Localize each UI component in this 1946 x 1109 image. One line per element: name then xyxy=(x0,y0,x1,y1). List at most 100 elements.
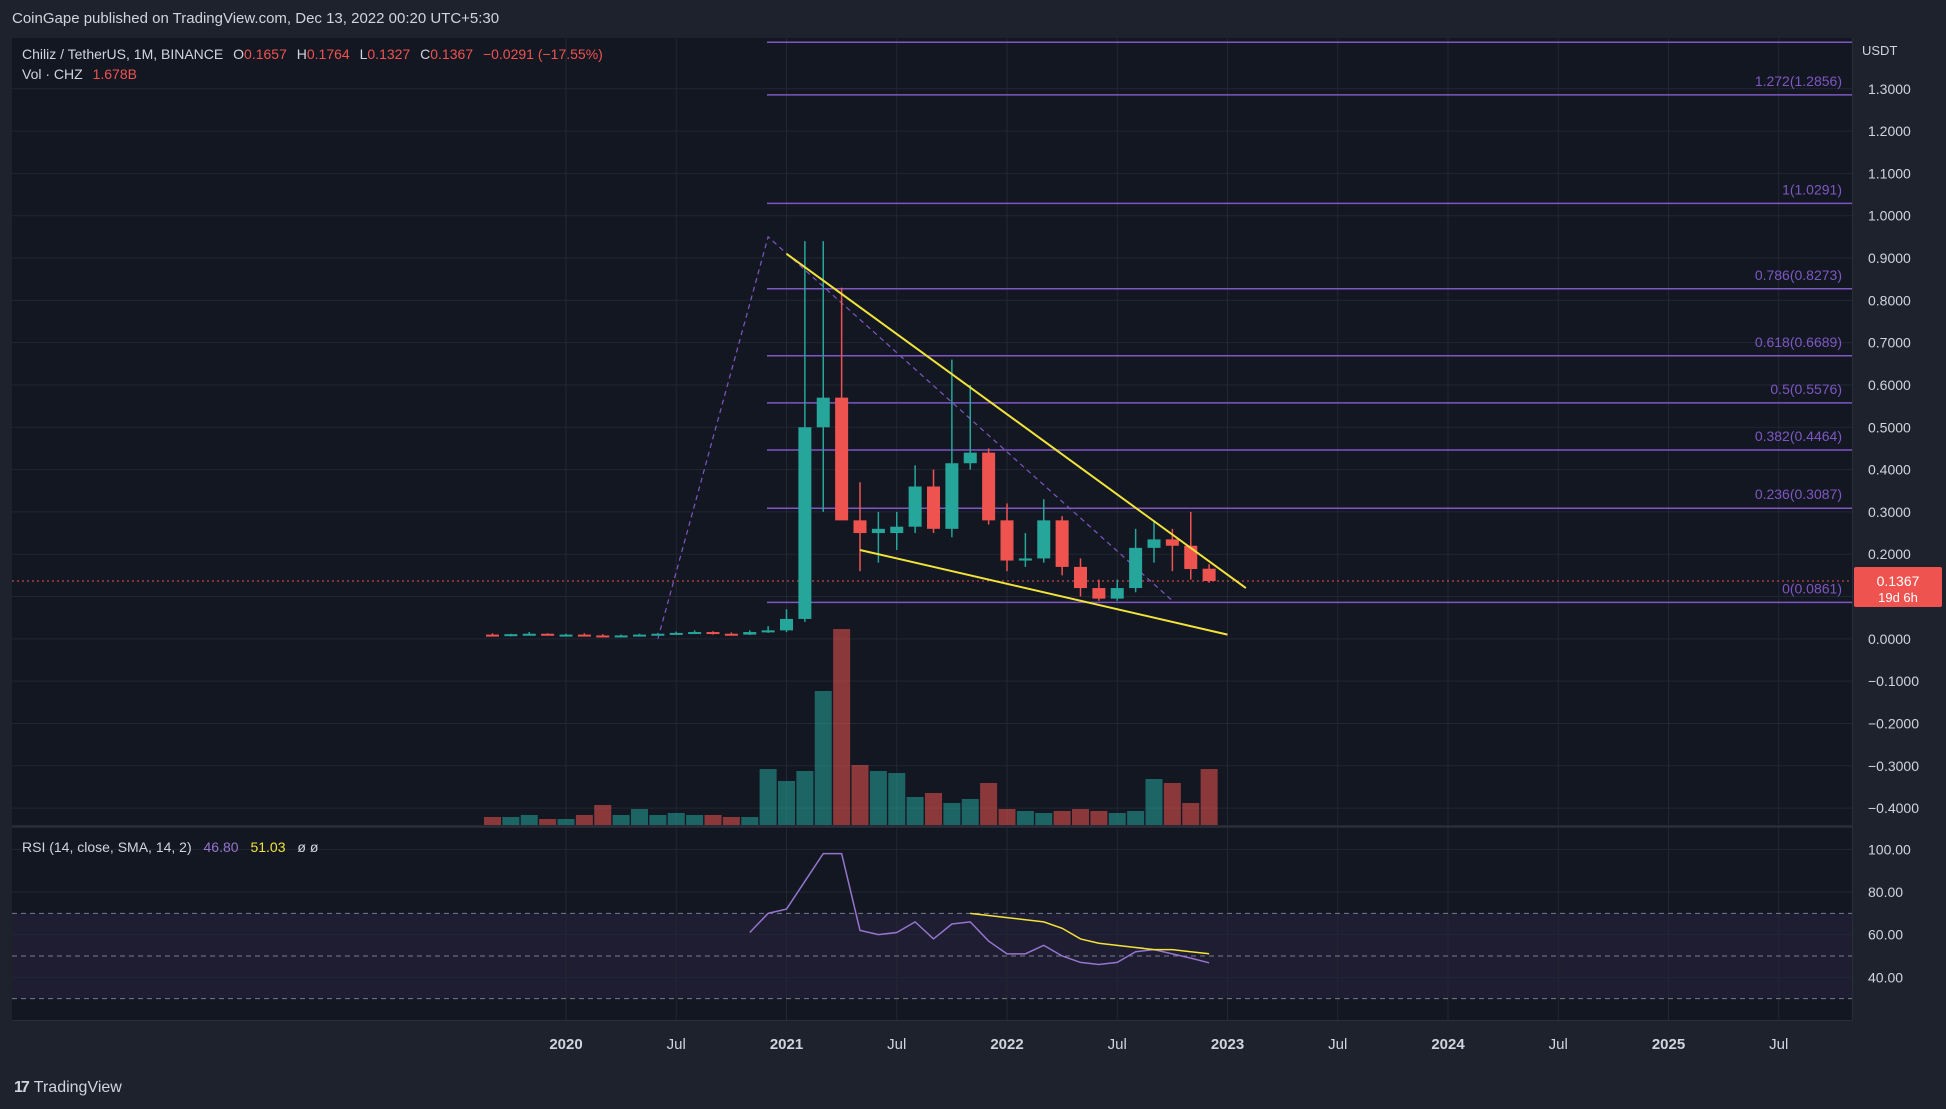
fib-level-label: 0.786(0.8273) xyxy=(1755,267,1842,283)
candle-body xyxy=(945,463,959,529)
candle-body xyxy=(761,630,775,633)
time-tick-label: 2022 xyxy=(990,1036,1023,1053)
time-tick-label: Jul xyxy=(887,1036,906,1053)
candle-body xyxy=(1202,568,1216,581)
volume-bar xyxy=(906,797,924,825)
volume-bar xyxy=(980,783,998,825)
candle-body xyxy=(853,520,867,534)
rsi-line xyxy=(749,852,1210,966)
volume-bar xyxy=(502,817,520,825)
candle-body xyxy=(1037,520,1051,559)
time-tick-label: 2024 xyxy=(1431,1036,1465,1053)
candle-body xyxy=(1092,588,1106,599)
candle-body xyxy=(633,634,646,637)
low-value: 0.1327 xyxy=(367,46,411,62)
fib-swing-line xyxy=(657,235,1173,639)
volume-bar xyxy=(594,805,612,825)
tradingview-logo[interactable]: 17 TradingView xyxy=(14,1079,122,1097)
candle-body xyxy=(596,635,610,638)
volume-bar xyxy=(759,769,777,825)
rsi-tick-label: 80.00 xyxy=(1868,884,1903,900)
rsi-tick-label: 60.00 xyxy=(1868,927,1903,943)
candle-body xyxy=(890,526,904,534)
candle-body xyxy=(541,633,555,636)
candle-body xyxy=(908,486,922,527)
volume-bar xyxy=(686,815,704,825)
rsi-sma-value: 51.03 xyxy=(250,839,286,855)
low-label: L xyxy=(359,46,368,62)
volume-bar xyxy=(1200,769,1218,825)
candle-body xyxy=(1165,539,1179,546)
price-tick-label: 0.2000 xyxy=(1868,546,1911,562)
time-tick-label: Jul xyxy=(1769,1036,1788,1053)
price-tick-label: 1.1000 xyxy=(1868,165,1911,181)
volume-bar xyxy=(833,629,851,825)
volume-value: 1.678B xyxy=(92,66,137,82)
price-tick-label: −0.2000 xyxy=(1868,715,1919,731)
volume-bar xyxy=(1016,811,1034,825)
close-label: C xyxy=(420,46,431,62)
time-tick-label: Jul xyxy=(1108,1036,1127,1053)
volume-bar xyxy=(631,809,648,825)
fib-level-label: 0.382(0.4464) xyxy=(1755,428,1842,444)
open-value: 0.1657 xyxy=(244,46,287,62)
volume-bar xyxy=(520,815,538,825)
candle-body xyxy=(927,486,940,529)
price-tick-label: 1.0000 xyxy=(1868,208,1911,224)
rsi-legend: RSI (14, close, SMA, 14, 2) 46.80 51.03 … xyxy=(22,839,318,855)
rsi-pane xyxy=(12,828,1852,1020)
volume-bar xyxy=(1163,783,1181,825)
price-badge-price: 0.1367 xyxy=(1877,573,1920,589)
open-label: O xyxy=(233,46,245,62)
rsi-sma-line xyxy=(970,912,1210,955)
close-value: 0.1367 xyxy=(430,46,474,62)
volume-bar xyxy=(484,817,501,825)
rsi-tick-label: 40.00 xyxy=(1868,969,1903,985)
currency-label: USDT xyxy=(1862,43,1897,58)
candle-body xyxy=(743,632,757,635)
volume-bar xyxy=(539,819,557,825)
time-tick-label: 2023 xyxy=(1211,1036,1244,1053)
rsi-tick-label: 100.00 xyxy=(1868,841,1911,857)
candle-body xyxy=(835,397,849,521)
price-tick-label: 0.6000 xyxy=(1868,377,1911,393)
volume-label[interactable]: Vol · CHZ xyxy=(22,66,83,82)
fib-level-label: 0.618(0.6689) xyxy=(1755,334,1842,350)
rsi-label[interactable]: RSI (14, close, SMA, 14, 2) xyxy=(22,839,192,855)
volume-bar xyxy=(1127,811,1145,825)
volume-bar xyxy=(851,765,869,825)
candle-body xyxy=(724,633,738,636)
fib-level-label: 0.5(0.5576) xyxy=(1770,381,1842,397)
candle-body xyxy=(688,632,702,635)
fib-level-label: 1(1.0291) xyxy=(1782,181,1842,197)
volume-bar xyxy=(998,809,1016,825)
candle-body xyxy=(982,452,996,521)
volume-bar xyxy=(1182,803,1200,825)
candle-body xyxy=(963,452,977,464)
price-tick-label: −0.4000 xyxy=(1868,800,1919,816)
time-tick-label: Jul xyxy=(1328,1036,1347,1053)
symbol-title[interactable]: Chiliz / TetherUS, 1M, BINANCE xyxy=(22,46,224,62)
volume-bar xyxy=(575,815,593,825)
candle-body xyxy=(816,397,830,428)
candle-body xyxy=(669,632,683,635)
candle-body xyxy=(1055,520,1069,567)
price-tick-label: 0.7000 xyxy=(1868,335,1911,351)
volume-bar xyxy=(1090,811,1108,825)
candle-body xyxy=(1147,539,1161,548)
high-value: 0.1764 xyxy=(306,46,350,62)
candle-body xyxy=(486,634,499,637)
price-badge-countdown: 19d 6h xyxy=(1878,590,1918,605)
rsi-value: 46.80 xyxy=(203,839,239,855)
volume-bar xyxy=(888,773,906,825)
ohlc-legend: Chiliz / TetherUS, 1M, BINANCE O0.1657 H… xyxy=(22,46,603,62)
time-tick-label: 2020 xyxy=(549,1036,582,1053)
price-tick-label: 0.5000 xyxy=(1868,419,1911,435)
time-tick-label: Jul xyxy=(667,1036,686,1053)
candle-body xyxy=(614,635,628,638)
high-label: H xyxy=(296,46,307,62)
rsi-extra: ø ø xyxy=(297,839,319,855)
candle-body xyxy=(798,427,812,619)
price-tick-label: 1.3000 xyxy=(1868,81,1911,97)
